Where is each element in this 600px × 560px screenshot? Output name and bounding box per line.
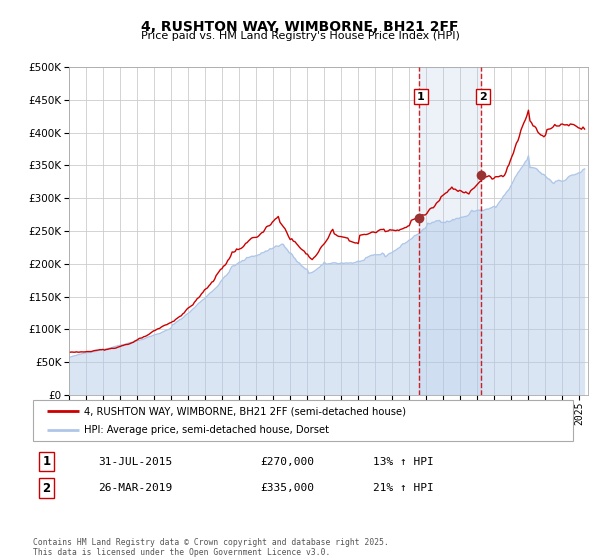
Text: 1: 1 xyxy=(417,92,425,102)
Text: £270,000: £270,000 xyxy=(260,456,314,466)
Text: 4, RUSHTON WAY, WIMBORNE, BH21 2FF (semi-detached house): 4, RUSHTON WAY, WIMBORNE, BH21 2FF (semi… xyxy=(84,407,406,416)
Text: 31-JUL-2015: 31-JUL-2015 xyxy=(98,456,172,466)
Text: Price paid vs. HM Land Registry's House Price Index (HPI): Price paid vs. HM Land Registry's House … xyxy=(140,31,460,41)
Text: 2: 2 xyxy=(43,482,50,494)
Text: HPI: Average price, semi-detached house, Dorset: HPI: Average price, semi-detached house,… xyxy=(84,425,329,435)
Text: 4, RUSHTON WAY, WIMBORNE, BH21 2FF: 4, RUSHTON WAY, WIMBORNE, BH21 2FF xyxy=(141,20,459,34)
Text: Contains HM Land Registry data © Crown copyright and database right 2025.
This d: Contains HM Land Registry data © Crown c… xyxy=(33,538,389,557)
Text: 21% ↑ HPI: 21% ↑ HPI xyxy=(373,483,434,493)
Text: 2: 2 xyxy=(479,92,487,102)
Text: 1: 1 xyxy=(43,455,50,468)
FancyBboxPatch shape xyxy=(33,400,573,441)
Text: 13% ↑ HPI: 13% ↑ HPI xyxy=(373,456,434,466)
Text: £335,000: £335,000 xyxy=(260,483,314,493)
Text: 26-MAR-2019: 26-MAR-2019 xyxy=(98,483,172,493)
Bar xyxy=(419,67,481,395)
